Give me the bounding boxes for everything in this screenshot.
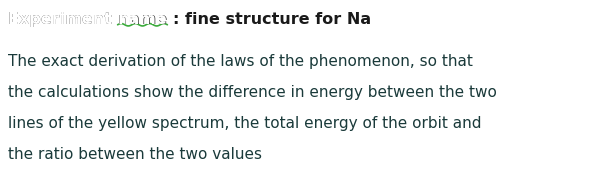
Text: Experiment name :: Experiment name :	[8, 12, 185, 27]
Text: lines of the yellow spectrum, the total energy of the orbit and: lines of the yellow spectrum, the total …	[8, 116, 482, 131]
Text: the calculations show the difference in energy between the two: the calculations show the difference in …	[8, 85, 497, 100]
Text: Experiment: Experiment	[8, 12, 118, 27]
Text: The exact derivation of the laws of the phenomenon, so that: The exact derivation of the laws of the …	[8, 54, 473, 69]
Text: the ratio between the two values: the ratio between the two values	[8, 147, 262, 162]
Text: fine structure for Na: fine structure for Na	[185, 12, 371, 27]
Text: name: name	[118, 12, 167, 27]
